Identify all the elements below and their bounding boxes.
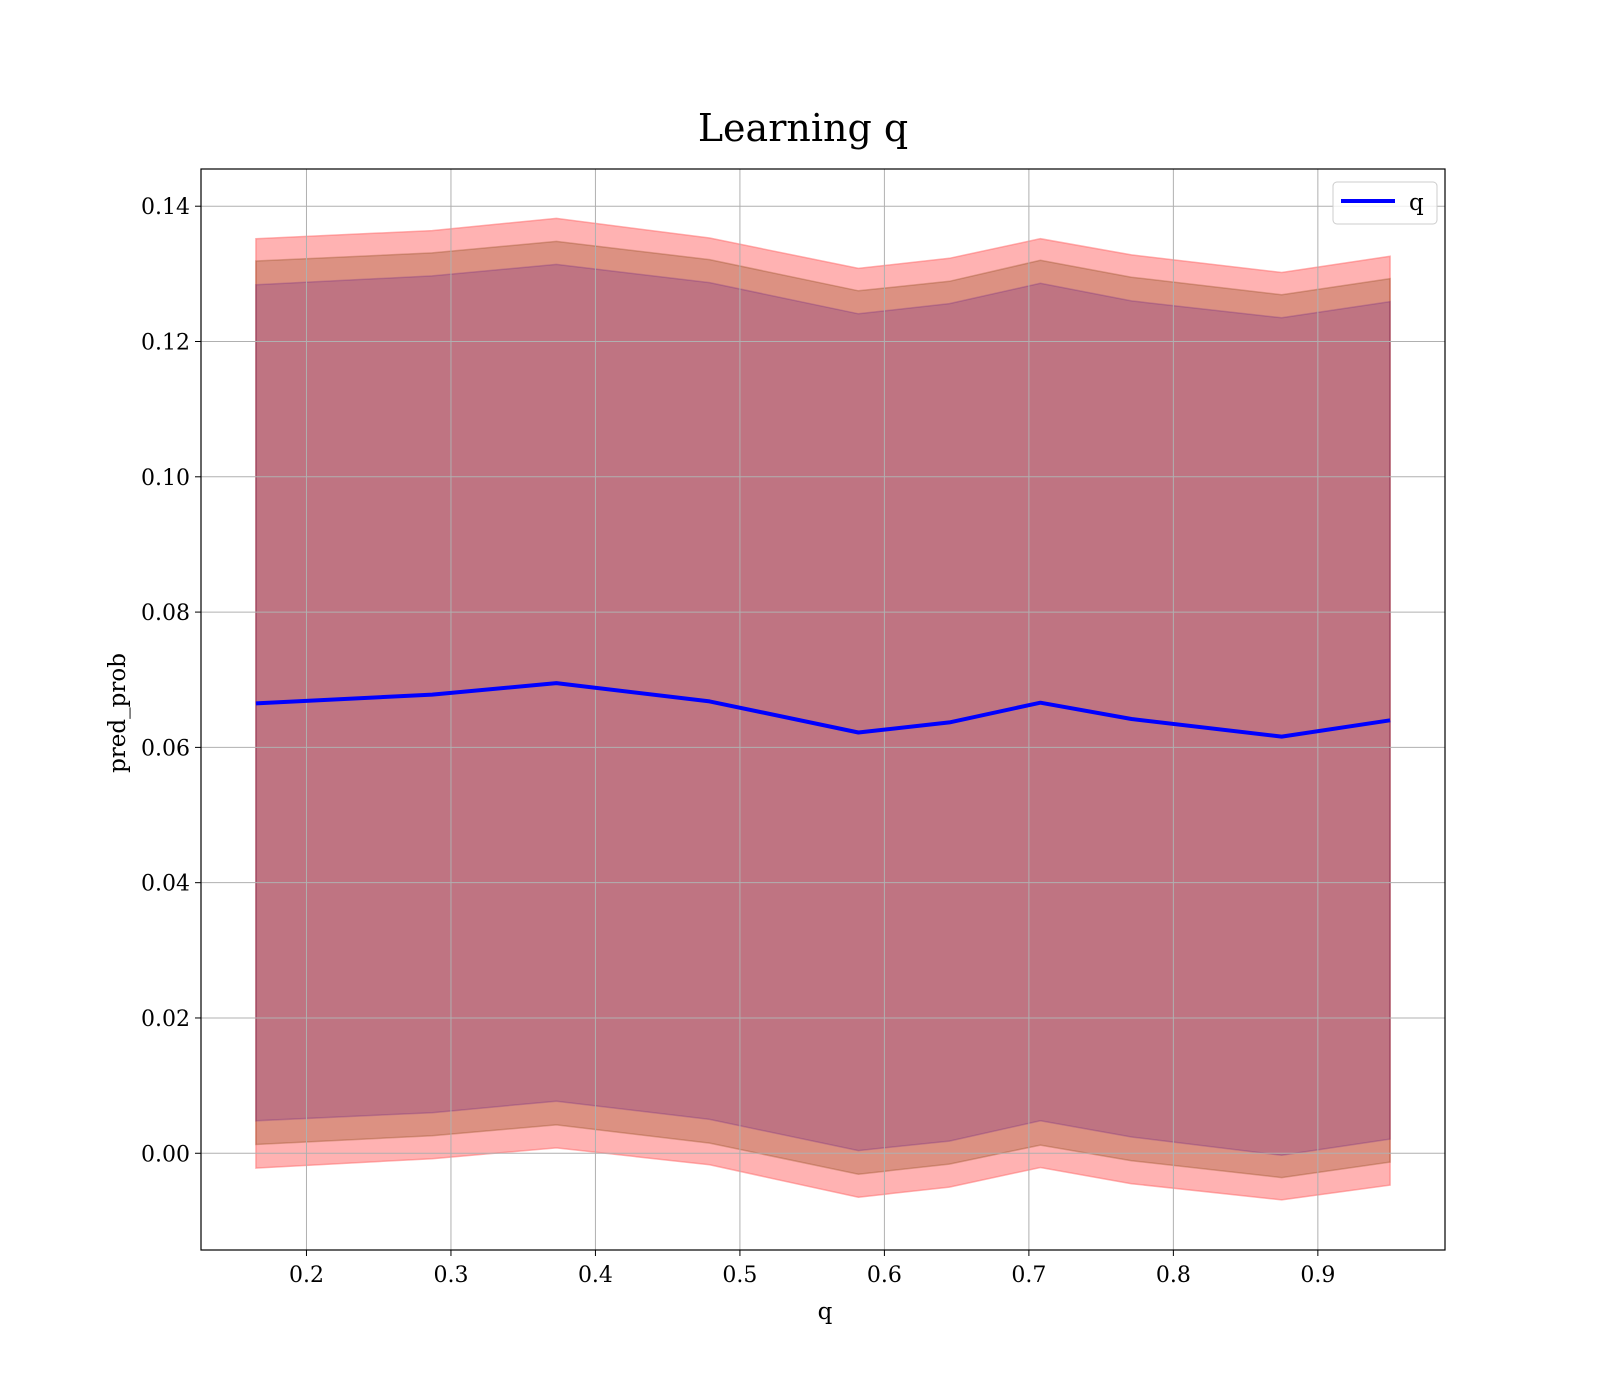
x-tick-label: 0.3 <box>433 1263 468 1288</box>
x-axis-ticks: 0.2 0.3 0.4 0.5 0.6 0.7 0.8 0.9 <box>289 1250 1335 1288</box>
y-tick-label: 0.12 <box>141 331 190 356</box>
grid <box>201 169 1445 1250</box>
y-tick-label: 0.10 <box>141 466 190 491</box>
x-tick-label: 0.7 <box>1011 1263 1046 1288</box>
y-tick-label: 0.14 <box>141 195 190 220</box>
y-tick-label: 0.02 <box>141 1007 190 1032</box>
y-tick-label: 0.04 <box>141 872 190 897</box>
y-axis-ticks: 0.00 0.02 0.04 0.06 0.08 0.10 0.12 0.14 <box>141 195 201 1167</box>
plot-frame <box>200 168 1446 1251</box>
plot-area: 0.2 0.3 0.4 0.5 0.6 0.7 0.8 0.9 0.000.020.040.0… <box>141 168 1446 1288</box>
chart-title: Learning q <box>698 106 908 150</box>
y-tick-label: 0.00 <box>141 1142 190 1167</box>
confidence-band-2 <box>255 240 1391 1179</box>
x-tick-label: 0.2 <box>289 1263 324 1288</box>
x-tick-label: 0.4 <box>578 1263 613 1288</box>
x-tick-label: 0.9 <box>1300 1263 1335 1288</box>
legend-label-q: q <box>1409 190 1424 216</box>
x-tick-label: 0.5 <box>722 1263 757 1288</box>
confidence-band-3 <box>255 263 1391 1157</box>
confidence-bands <box>255 217 1391 1201</box>
x-axis-label: q <box>818 1299 833 1325</box>
y-axis-label: pred_prob <box>105 653 131 773</box>
legend: q <box>1332 181 1438 225</box>
series-line-q <box>255 681 1391 739</box>
y-tick-label: 0.06 <box>141 736 190 761</box>
series-lines <box>255 681 1391 739</box>
x-tick-label: 0.6 <box>867 1263 902 1288</box>
y-tick-label: 0.08 <box>141 601 190 626</box>
x-tick-label: 0.8 <box>1156 1263 1191 1288</box>
